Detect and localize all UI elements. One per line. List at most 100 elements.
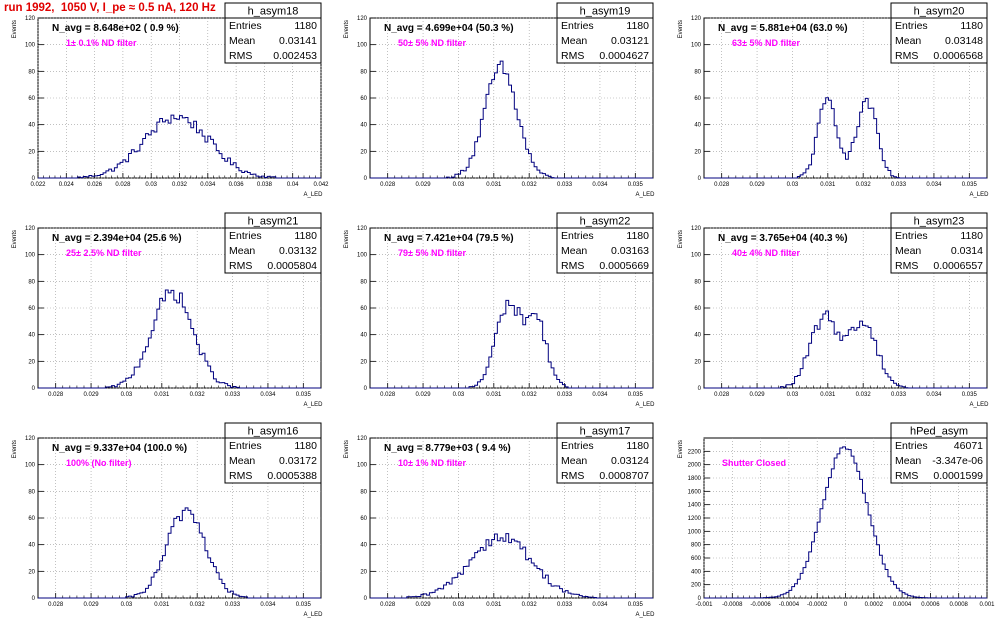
navg-label: N_avg = 2.394e+04 (25.6 %) bbox=[52, 233, 182, 244]
stat-label-rms: RMS bbox=[895, 470, 918, 482]
x-tick-label: -0.0006 bbox=[750, 602, 771, 608]
x-tick-label: 0.029 bbox=[750, 392, 766, 398]
x-axis-label: A_LED bbox=[303, 192, 323, 198]
x-tick-label: 0.035 bbox=[962, 392, 978, 398]
stat-value-rms: 0.0005669 bbox=[599, 260, 649, 272]
x-tick-label: 0.035 bbox=[296, 392, 312, 398]
stat-label-entries: Entries bbox=[561, 440, 594, 452]
y-tick-label: 100 bbox=[357, 253, 368, 259]
x-tick-label: 0.031 bbox=[820, 392, 836, 398]
x-tick-label: 0.031 bbox=[820, 182, 836, 188]
x-axis-label: A_LED bbox=[969, 402, 989, 408]
y-tick-label: 120 bbox=[357, 436, 368, 442]
x-tick-label: 0.032 bbox=[190, 602, 206, 608]
x-tick-label: 0.035 bbox=[628, 602, 644, 608]
stat-value-entries: 1180 bbox=[626, 230, 649, 242]
x-tick-label: 0.026 bbox=[87, 182, 103, 188]
x-tick-label: 0.03 bbox=[453, 392, 465, 398]
y-tick-label: 1200 bbox=[688, 516, 702, 522]
y-tick-label: 1400 bbox=[688, 503, 702, 509]
stat-value-mean: -3.347e-06 bbox=[932, 455, 983, 467]
stat-value-mean: 0.03148 bbox=[945, 35, 983, 47]
x-tick-label: 0.028 bbox=[48, 392, 64, 398]
x-tick-label: 0.0004 bbox=[893, 602, 912, 608]
x-tick-label: 0.031 bbox=[154, 602, 170, 608]
stat-label-rms: RMS bbox=[895, 260, 918, 272]
y-tick-label: 0 bbox=[698, 596, 702, 602]
page-title: run 1992, 1050 V, I_pe ≈ 0.5 nA, 120 Hz bbox=[4, 2, 216, 14]
x-tick-label: 0.03 bbox=[453, 182, 465, 188]
stat-label-entries: Entries bbox=[561, 230, 594, 242]
x-tick-label: 0.029 bbox=[84, 392, 100, 398]
stat-value-mean: 0.03172 bbox=[279, 455, 317, 467]
histogram-title: h_asym21 bbox=[248, 216, 299, 228]
histogram-panel-h_asym17: 0.028 0.029 0.03 0.031 0.032 0.033 0.034 0.035 0… bbox=[344, 422, 655, 618]
stat-label-rms: RMS bbox=[895, 50, 918, 62]
filter-note: 100% (No filter) bbox=[66, 458, 132, 468]
stats-box bbox=[556, 2, 654, 64]
stat-value-entries: 46071 bbox=[954, 440, 983, 452]
stat-label-rms: RMS bbox=[561, 470, 584, 482]
y-tick-label: 0 bbox=[364, 386, 368, 392]
y-tick-label: 40 bbox=[360, 543, 367, 549]
y-tick-label: 80 bbox=[28, 69, 35, 75]
y-tick-label: 0 bbox=[698, 386, 702, 392]
histogram-title: h_asym17 bbox=[580, 426, 631, 438]
y-tick-label: 120 bbox=[357, 226, 368, 232]
y-tick-label: 0 bbox=[364, 596, 368, 602]
x-tick-label: 0.032 bbox=[522, 392, 538, 398]
x-tick-label: 0.024 bbox=[59, 182, 75, 188]
y-tick-label: 1600 bbox=[688, 489, 702, 495]
stat-value-entries: 1180 bbox=[960, 20, 983, 32]
stat-value-rms: 0.0004627 bbox=[599, 50, 649, 62]
histogram-panel-hPed_asym: -0.001 -0.0008 -0.0006 -0.0004 -0.0002 0 0.000… bbox=[678, 422, 995, 608]
filter-note: 63± 5% ND filter bbox=[732, 38, 800, 48]
histogram-title: h_asym16 bbox=[248, 426, 299, 438]
x-tick-label: 0.035 bbox=[296, 602, 312, 608]
stat-value-rms: 0.0005388 bbox=[267, 470, 317, 482]
stat-value-entries: 1180 bbox=[294, 440, 317, 452]
y-tick-label: 0 bbox=[32, 596, 36, 602]
x-tick-label: -0.0004 bbox=[779, 602, 800, 608]
stats-box bbox=[556, 212, 654, 274]
x-tick-label: -0.0002 bbox=[807, 602, 828, 608]
y-tick-label: 20 bbox=[694, 359, 701, 365]
y-tick-label: 60 bbox=[694, 306, 701, 312]
y-axis-label: Events bbox=[344, 440, 350, 458]
y-axis-label: Events bbox=[12, 440, 18, 458]
x-tick-label: 0.029 bbox=[84, 602, 100, 608]
histogram-title: h_asym22 bbox=[580, 216, 631, 228]
x-axis-label: A_LED bbox=[635, 612, 655, 618]
y-axis-label: Events bbox=[12, 230, 18, 248]
histogram-series bbox=[370, 533, 653, 599]
stat-label-rms: RMS bbox=[229, 470, 252, 482]
navg-label: N_avg = 5.881e+04 (63.0 %) bbox=[718, 23, 848, 34]
x-tick-label: 0.028 bbox=[48, 602, 64, 608]
navg-label: N_avg = 3.765e+04 (40.3 %) bbox=[718, 233, 848, 244]
histogram-title: h_asym19 bbox=[580, 6, 631, 18]
y-axis-label: Events bbox=[344, 20, 350, 38]
filter-note: Shutter Closed bbox=[722, 458, 786, 468]
x-tick-label: 0.034 bbox=[592, 182, 608, 188]
stat-label-mean: Mean bbox=[895, 35, 921, 47]
navg-label: N_avg = 8.779e+03 ( 9.4 %) bbox=[384, 443, 511, 454]
y-tick-label: 0 bbox=[32, 386, 36, 392]
y-tick-label: 60 bbox=[360, 306, 367, 312]
navg-label: N_avg = 4.699e+04 (50.3 %) bbox=[384, 23, 514, 34]
stat-value-mean: 0.03132 bbox=[279, 245, 317, 257]
x-tick-label: 0.032 bbox=[856, 182, 872, 188]
histogram-series bbox=[370, 60, 653, 179]
y-tick-label: 80 bbox=[28, 279, 35, 285]
y-tick-label: 40 bbox=[694, 123, 701, 129]
y-axis-label: Events bbox=[678, 440, 684, 458]
x-tick-label: 0.029 bbox=[416, 602, 432, 608]
histogram-title: h_asym20 bbox=[914, 6, 965, 18]
y-axis-label: Events bbox=[344, 230, 350, 248]
x-axis-label: A_LED bbox=[969, 192, 989, 198]
stat-value-mean: 0.03121 bbox=[611, 35, 649, 47]
x-tick-label: 0.0006 bbox=[921, 602, 940, 608]
x-tick-label: 0.0008 bbox=[950, 602, 969, 608]
x-axis-label: A_LED bbox=[635, 192, 655, 198]
filter-note: 25± 2.5% ND filter bbox=[66, 248, 142, 258]
